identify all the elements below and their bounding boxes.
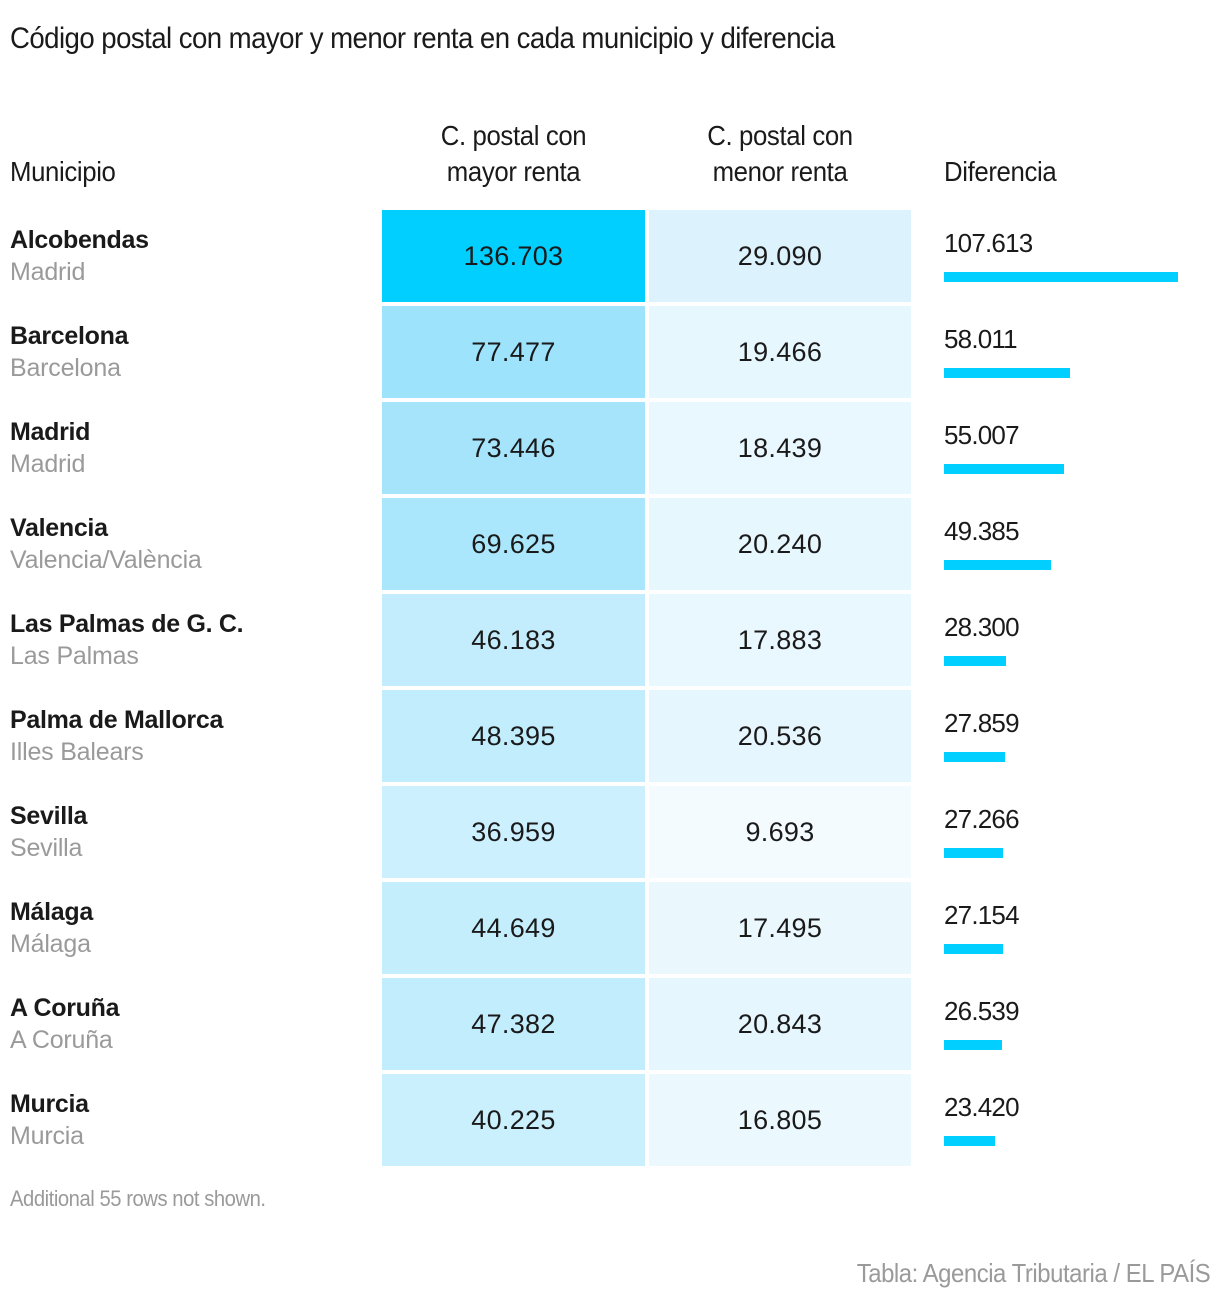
table-row: Málaga Málaga 44.649 17.495 27.154 bbox=[0, 882, 1220, 974]
chart-title: Código postal con mayor y menor renta en… bbox=[10, 22, 835, 55]
mayor-renta-cell: 73.446 bbox=[382, 402, 645, 494]
diferencia-bar bbox=[944, 944, 1003, 954]
table-row: Las Palmas de G. C. Las Palmas 46.183 17.88… bbox=[0, 594, 1220, 686]
mayor-renta-cell: 46.183 bbox=[382, 594, 645, 686]
diferencia-bar bbox=[944, 368, 1070, 378]
municipio-cell: Palma de Mallorca Illes Balears bbox=[10, 704, 223, 768]
municipio-name: Las Palmas de G. C. bbox=[10, 610, 244, 638]
menor-renta-cell: 29.090 bbox=[649, 210, 911, 302]
header-mayor-renta: C. postal con mayor renta bbox=[393, 118, 635, 190]
municipio-name: Barcelona bbox=[10, 322, 129, 350]
municipio-cell: Murcia Murcia bbox=[10, 1088, 89, 1152]
header-menor-line1: C. postal con bbox=[707, 120, 853, 151]
mayor-renta-cell: 48.395 bbox=[382, 690, 645, 782]
menor-renta-cell: 20.536 bbox=[649, 690, 911, 782]
municipio-cell: Sevilla Sevilla bbox=[10, 800, 87, 864]
diferencia-label: 23.420 bbox=[944, 1092, 1020, 1122]
source-credit: Tabla: Agencia Tributaria / EL PAÍS bbox=[856, 1258, 1210, 1288]
municipio-name: Valencia bbox=[10, 514, 108, 542]
municipio-name: Málaga bbox=[10, 898, 93, 926]
municipio-name: Sevilla bbox=[10, 802, 88, 830]
mayor-renta-cell: 40.225 bbox=[382, 1074, 645, 1166]
provincia-name: Valencia/València bbox=[10, 546, 202, 574]
mayor-renta-cell: 36.959 bbox=[382, 786, 645, 878]
diferencia-label: 58.011 bbox=[944, 324, 1018, 354]
diferencia-label: 27.154 bbox=[944, 900, 1020, 930]
municipio-cell: Las Palmas de G. C. Las Palmas bbox=[10, 608, 244, 672]
provincia-name: Murcia bbox=[10, 1122, 84, 1150]
municipio-cell: Madrid Madrid bbox=[10, 416, 90, 480]
diferencia-label: 107.613 bbox=[944, 228, 1033, 258]
header-menor-line2: menor renta bbox=[712, 156, 848, 187]
diferencia-bar bbox=[944, 752, 1005, 762]
municipio-cell: Alcobendas Madrid bbox=[10, 224, 149, 288]
menor-renta-cell: 20.843 bbox=[649, 978, 911, 1070]
municipio-name: Alcobendas bbox=[10, 226, 149, 254]
municipio-name: Palma de Mallorca bbox=[10, 706, 224, 734]
diferencia-label: 27.859 bbox=[944, 708, 1020, 738]
header-menor-renta: C. postal con menor renta bbox=[659, 118, 900, 190]
diferencia-bar bbox=[944, 1136, 995, 1146]
mayor-renta-cell: 44.649 bbox=[382, 882, 645, 974]
diferencia-label: 49.385 bbox=[944, 516, 1020, 546]
municipio-cell: A Coruña A Coruña bbox=[10, 992, 119, 1056]
menor-renta-cell: 16.805 bbox=[649, 1074, 911, 1166]
municipio-cell: Málaga Málaga bbox=[10, 896, 93, 960]
municipio-name: Murcia bbox=[10, 1090, 89, 1118]
provincia-name: Las Palmas bbox=[10, 642, 139, 670]
diferencia-bar bbox=[944, 560, 1051, 570]
table-row: Madrid Madrid 73.446 18.439 55.007 bbox=[0, 402, 1220, 494]
table-row: Barcelona Barcelona 77.477 19.466 58.011 bbox=[0, 306, 1220, 398]
table-row: Sevilla Sevilla 36.959 9.693 27.266 bbox=[0, 786, 1220, 878]
provincia-name: Madrid bbox=[10, 258, 86, 286]
diferencia-label: 27.266 bbox=[944, 804, 1020, 834]
header-mayor-line2: mayor renta bbox=[446, 156, 581, 187]
header-municipio: Municipio bbox=[10, 156, 116, 187]
menor-renta-cell: 17.495 bbox=[649, 882, 911, 974]
rows-not-shown-note: Additional 55 rows not shown. bbox=[10, 1186, 266, 1211]
table-row: Palma de Mallorca Illes Balears 48.395 20.5… bbox=[0, 690, 1220, 782]
table-row: Alcobendas Madrid 136.703 29.090 107.613 bbox=[0, 210, 1220, 302]
mayor-renta-cell: 77.477 bbox=[382, 306, 645, 398]
mayor-renta-cell: 47.382 bbox=[382, 978, 645, 1070]
diferencia-label: 55.007 bbox=[944, 420, 1020, 450]
provincia-name: Illes Balears bbox=[10, 738, 144, 766]
diferencia-bar bbox=[944, 464, 1064, 474]
municipio-cell: Barcelona Barcelona bbox=[10, 320, 128, 384]
table-row: Valencia Valencia/València 69.625 20.240 49.… bbox=[0, 498, 1220, 590]
table-row: A Coruña A Coruña 47.382 20.843 26.539 bbox=[0, 978, 1220, 1070]
table-row: Murcia Murcia 40.225 16.805 23.420 bbox=[0, 1074, 1220, 1166]
provincia-name: Madrid bbox=[10, 450, 86, 478]
municipio-name: A Coruña bbox=[10, 994, 120, 1022]
diferencia-bar bbox=[944, 272, 1178, 282]
diferencia-label: 28.300 bbox=[944, 612, 1020, 642]
diferencia-bar bbox=[944, 656, 1006, 666]
mayor-renta-cell: 69.625 bbox=[382, 498, 645, 590]
provincia-name: Málaga bbox=[10, 930, 91, 958]
menor-renta-cell: 17.883 bbox=[649, 594, 911, 686]
provincia-name: Barcelona bbox=[10, 354, 121, 382]
menor-renta-cell: 20.240 bbox=[649, 498, 911, 590]
header-diferencia: Diferencia bbox=[944, 156, 1057, 187]
municipio-name: Madrid bbox=[10, 418, 91, 446]
municipio-cell: Valencia Valencia/València bbox=[10, 512, 202, 576]
header-mayor-line1: C. postal con bbox=[440, 120, 587, 151]
diferencia-label: 26.539 bbox=[944, 996, 1020, 1026]
menor-renta-cell: 18.439 bbox=[649, 402, 911, 494]
provincia-name: A Coruña bbox=[10, 1026, 113, 1054]
menor-renta-cell: 9.693 bbox=[649, 786, 911, 878]
diferencia-bar bbox=[944, 1040, 1002, 1050]
mayor-renta-cell: 136.703 bbox=[382, 210, 645, 302]
diferencia-bar bbox=[944, 848, 1003, 858]
provincia-name: Sevilla bbox=[10, 834, 83, 862]
menor-renta-cell: 19.466 bbox=[649, 306, 911, 398]
